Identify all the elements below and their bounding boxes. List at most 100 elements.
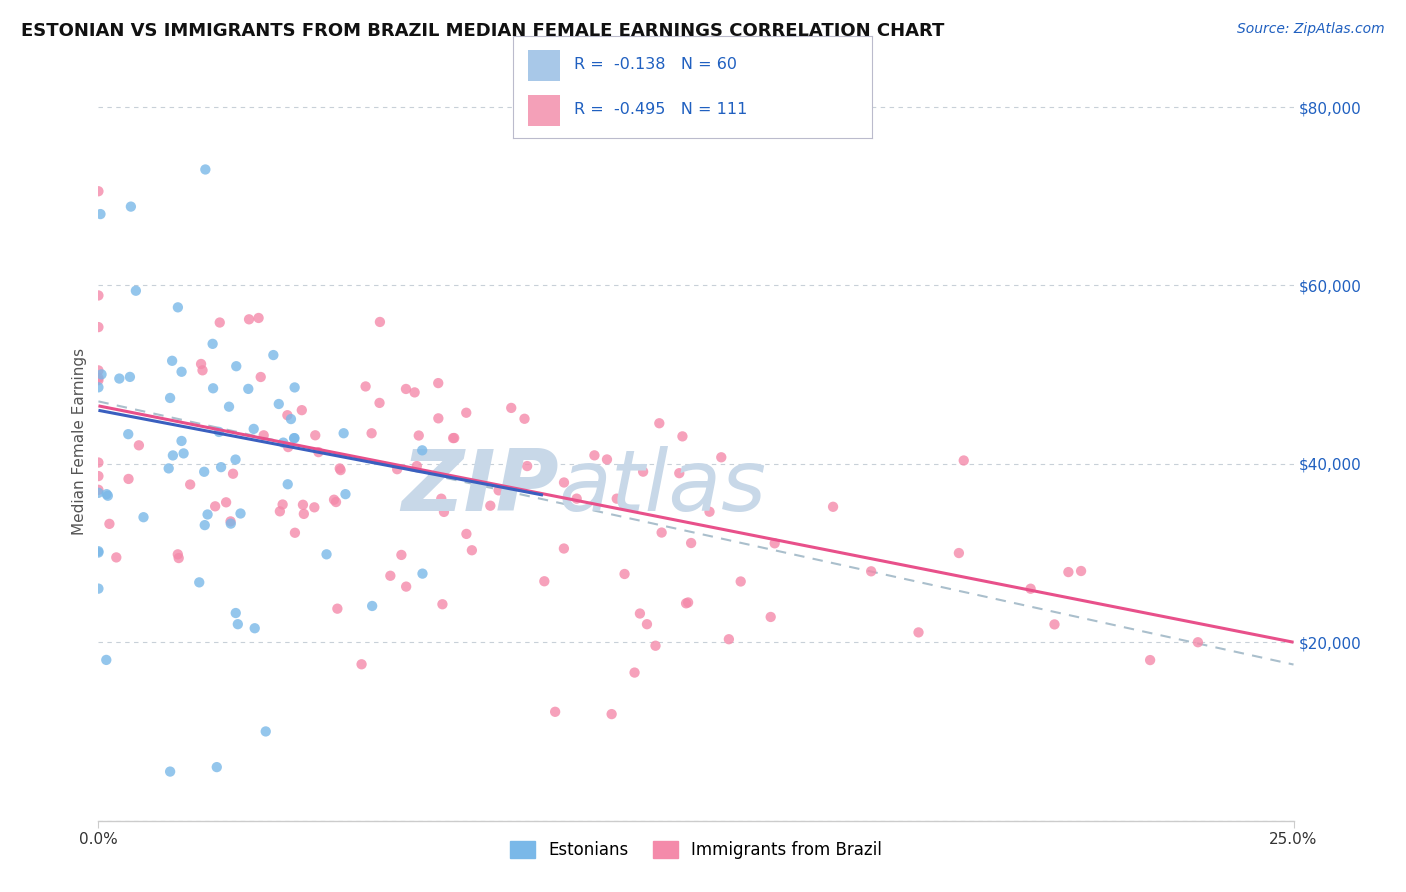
Point xyxy=(87,363,110,377)
Point xyxy=(1057,565,1080,579)
Point xyxy=(167,551,190,566)
Point xyxy=(87,483,110,497)
Point xyxy=(628,607,651,621)
Point xyxy=(284,525,307,540)
Text: R =  -0.495   N = 111: R = -0.495 N = 111 xyxy=(574,102,748,117)
Point xyxy=(222,467,245,481)
Point xyxy=(249,370,271,384)
Point xyxy=(304,428,326,442)
Point xyxy=(291,403,314,417)
Point xyxy=(283,431,305,445)
Point xyxy=(636,617,658,632)
Point xyxy=(159,764,181,779)
Point xyxy=(427,411,450,425)
Point xyxy=(389,548,412,562)
Point xyxy=(516,458,538,473)
Point xyxy=(404,385,426,400)
Point xyxy=(219,515,242,529)
Point xyxy=(276,408,298,422)
Text: Source: ZipAtlas.com: Source: ZipAtlas.com xyxy=(1237,22,1385,37)
Point xyxy=(243,621,266,635)
Point xyxy=(907,625,929,640)
Point xyxy=(291,498,314,512)
Point xyxy=(456,406,478,420)
Text: ZIP: ZIP xyxy=(401,445,558,529)
Point xyxy=(238,312,260,326)
Point xyxy=(315,547,337,561)
Point xyxy=(170,365,193,379)
Point xyxy=(441,431,464,445)
Point xyxy=(606,491,628,506)
Point xyxy=(277,440,299,454)
Point xyxy=(132,510,155,524)
Point xyxy=(125,284,148,298)
Point xyxy=(1187,635,1209,649)
Point xyxy=(360,426,382,441)
Point xyxy=(676,595,699,609)
Point xyxy=(159,391,181,405)
Point xyxy=(323,492,346,507)
Point xyxy=(218,400,240,414)
Legend: Estonians, Immigrants from Brazil: Estonians, Immigrants from Brazil xyxy=(503,834,889,865)
Point xyxy=(229,507,252,521)
Point xyxy=(380,568,402,582)
Point xyxy=(717,632,740,647)
Point xyxy=(271,435,294,450)
Point xyxy=(432,597,454,611)
Point xyxy=(329,461,352,475)
Point xyxy=(368,315,391,329)
Point xyxy=(479,499,502,513)
Point xyxy=(193,465,215,479)
Point xyxy=(87,373,110,387)
Point xyxy=(87,184,110,198)
Point xyxy=(225,359,247,374)
Point xyxy=(215,495,238,509)
Point xyxy=(197,508,219,522)
Point xyxy=(329,463,352,477)
Point xyxy=(631,465,654,479)
Point xyxy=(283,431,305,445)
Point xyxy=(427,376,450,390)
Point xyxy=(488,483,510,498)
Point xyxy=(395,382,418,396)
Point xyxy=(513,411,536,425)
Point xyxy=(118,370,141,384)
Point xyxy=(191,363,214,377)
Point xyxy=(242,422,264,436)
Point xyxy=(461,543,484,558)
Point xyxy=(117,427,139,442)
Point xyxy=(190,357,212,371)
Point xyxy=(823,500,845,514)
Point xyxy=(87,485,110,500)
Point xyxy=(600,707,623,722)
Point xyxy=(308,445,330,459)
Point xyxy=(1139,653,1161,667)
Point xyxy=(204,500,226,514)
Point xyxy=(430,491,453,506)
Point xyxy=(1070,564,1092,578)
Point xyxy=(96,487,118,501)
Point xyxy=(254,724,277,739)
Point xyxy=(408,428,430,442)
Point xyxy=(87,320,110,334)
Point xyxy=(162,449,184,463)
Point xyxy=(219,516,242,531)
Point xyxy=(208,316,231,330)
Point xyxy=(277,477,299,491)
Point xyxy=(411,443,433,458)
Point xyxy=(354,379,377,393)
Point xyxy=(304,500,326,515)
Point xyxy=(87,371,110,385)
Point xyxy=(648,416,671,430)
Point xyxy=(87,544,110,558)
Point xyxy=(952,453,974,467)
Point xyxy=(1043,617,1066,632)
Point xyxy=(89,207,111,221)
Point xyxy=(699,505,721,519)
Point xyxy=(553,475,575,490)
Point xyxy=(87,288,110,302)
Point xyxy=(179,477,201,491)
Point xyxy=(668,466,690,480)
Point xyxy=(271,498,294,512)
Point xyxy=(583,448,606,462)
